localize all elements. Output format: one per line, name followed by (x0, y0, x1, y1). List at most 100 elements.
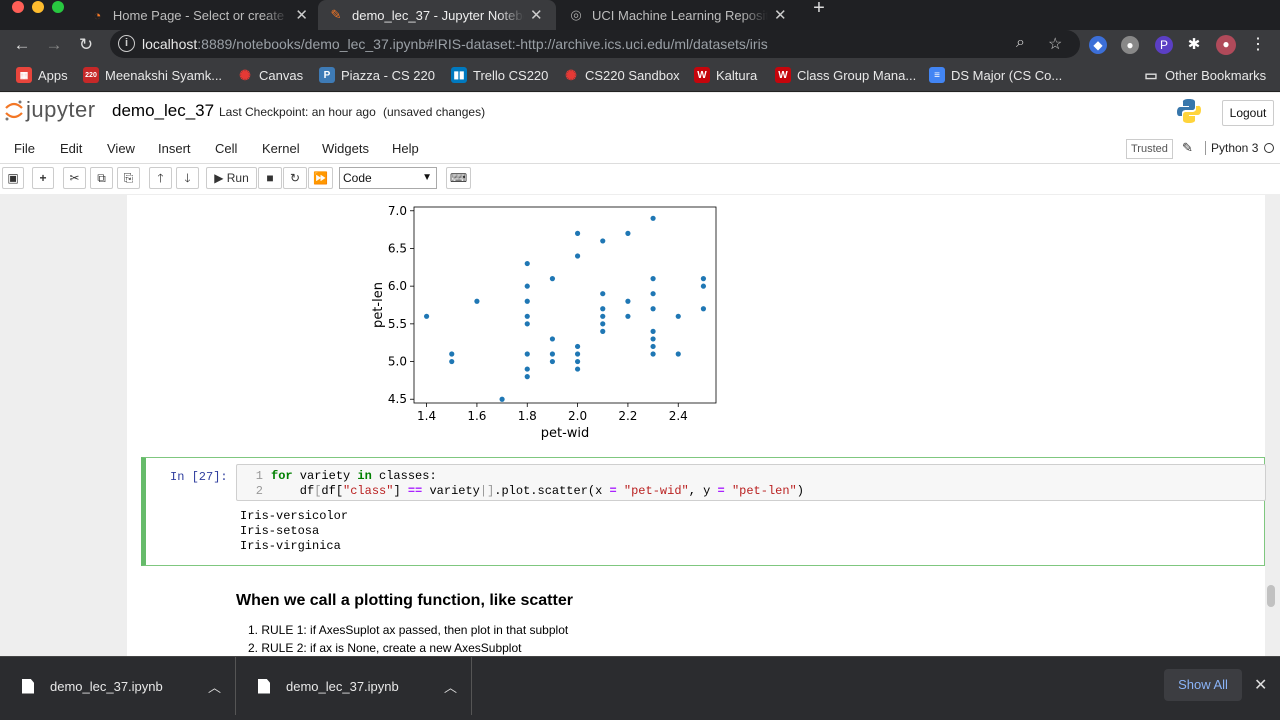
code-token: variety (422, 484, 480, 498)
tab-home-page[interactable]: ◔ Home Page - Select or create a ✕ (80, 0, 318, 30)
code-token: ) (796, 484, 804, 498)
extension-circle-icon[interactable]: ● (1121, 36, 1139, 54)
browser-menu-icon[interactable]: ⋮ (1250, 36, 1266, 53)
cut-cells-button[interactable]: ✂ (63, 167, 86, 189)
code-cell-selected[interactable]: In [27]: 1 2 for variety in classes: df[… (141, 457, 1266, 566)
close-window-button[interactable] (12, 1, 24, 13)
notebook-name[interactable]: demo_lec_37 (112, 101, 215, 120)
restart-run-all-button[interactable]: ⏩ (308, 167, 333, 189)
jupyter-favicon-icon: ◔ (93, 7, 102, 23)
page-scrollbar[interactable] (1267, 585, 1275, 607)
menu-view[interactable]: View (107, 141, 135, 156)
reload-icon[interactable]: ↻ (78, 35, 94, 54)
new-tab-button[interactable]: + (813, 0, 825, 19)
close-icon[interactable]: ✕ (1254, 677, 1268, 694)
code-editor[interactable]: 1 2 for variety in classes: df[df["class… (236, 464, 1266, 501)
bookmark-label: Piazza - CS 220 (341, 67, 435, 83)
chevron-up-icon[interactable]: ︿ (207, 680, 221, 695)
minimize-window-button[interactable] (32, 1, 44, 13)
notebook-toolbar: ▣ + ✂ ⧉ ⎘ 🡑 🡓 ▶ Run ■ ↻ ⏩ Code ▼ ⌨ (0, 164, 1280, 194)
zoom-window-button[interactable] (52, 1, 64, 13)
scatter-point (524, 283, 530, 289)
x-tick-label: 1.8 (518, 409, 537, 423)
logout-button[interactable]: Logout (1222, 100, 1274, 126)
copy-cells-button[interactable]: ⧉ (90, 167, 113, 189)
run-cell-button[interactable]: ▶ Run (206, 167, 257, 189)
menu-edit[interactable]: Edit (60, 141, 83, 156)
other-bookmarks-label: Other Bookmarks (1165, 67, 1267, 83)
code-token: ] (393, 484, 408, 498)
y-axis-ticks: 4.5 5.0 5.5 6.0 6.5 7.0 (388, 204, 414, 406)
bookmark-ds-major[interactable]: ≡ DS Major (CS Co... (929, 60, 1062, 90)
extension-p-icon[interactable]: P (1155, 36, 1173, 54)
cell-type-select[interactable]: Code ▼ (339, 167, 437, 189)
close-tab-icon[interactable]: ✕ (530, 7, 543, 24)
close-tab-icon[interactable]: ✕ (295, 7, 308, 24)
output-line: Iris-versicolor (240, 509, 349, 523)
play-icon: ▶ (214, 171, 227, 185)
bookmark-star-icon[interactable]: ☆ (1048, 36, 1063, 53)
bookmark-class-group[interactable]: W Class Group Mana... (775, 60, 916, 90)
operator-token: == (407, 484, 423, 498)
menu-file[interactable]: File (14, 141, 35, 156)
address-bar[interactable]: i localhost:8889/notebooks/demo_lec_37.i… (110, 30, 1080, 58)
uw-icon: W (775, 67, 791, 83)
site-info-icon[interactable]: i (118, 35, 135, 52)
menu-kernel[interactable]: Kernel (262, 141, 300, 156)
trusted-badge[interactable]: Trusted (1126, 139, 1173, 159)
extension-shield-icon[interactable]: ◆ (1089, 36, 1107, 54)
bookmark-trello[interactable]: ▮▮ Trello CS220 (451, 60, 548, 90)
close-tab-icon[interactable]: ✕ (774, 7, 787, 24)
menu-cell[interactable]: Cell (215, 141, 238, 156)
bookmark-cs220-sandbox[interactable]: ✺ CS220 Sandbox (563, 60, 680, 90)
paste-cells-button[interactable]: ⎘ (117, 167, 140, 189)
string-token: "class" (343, 484, 394, 498)
tab-uci-repository[interactable]: ◎ UCI Machine Learning Repository ✕ (558, 0, 798, 30)
url-text: localhost:8889/notebooks/demo_lec_37.ipy… (142, 36, 768, 52)
move-cell-down-button[interactable]: 🡓 (176, 167, 199, 189)
menu-insert[interactable]: Insert (158, 141, 191, 156)
interrupt-kernel-button[interactable]: ■ (258, 167, 282, 189)
chevron-up-icon[interactable]: ︿ (443, 680, 457, 695)
url-host: localhost (142, 36, 198, 52)
canvas-icon: ✺ (565, 66, 577, 83)
scatter-point (625, 230, 631, 236)
back-arrow-icon[interactable]: ← (13, 35, 31, 54)
save-button[interactable]: ▣ (2, 167, 24, 189)
input-prompt: In [27]: (170, 470, 228, 484)
restart-kernel-button[interactable]: ↻ (283, 167, 307, 189)
forward-arrow-icon[interactable]: → (45, 35, 63, 54)
bookmarks-bar: ▦ Apps 220 Meenakshi Syamk... ✺ Canvas P Pia… (0, 60, 1280, 92)
tab-demo-lec-37[interactable]: ✎ demo_lec_37 - Jupyter Notebook ✕ (318, 0, 556, 30)
bookmark-meenakshi[interactable]: 220 Meenakshi Syamk... (83, 60, 222, 90)
move-cell-up-button[interactable]: 🡑 (149, 167, 172, 189)
jupyter-wordmark: jupyter (26, 97, 96, 122)
profile-avatar[interactable]: ● (1216, 35, 1236, 55)
menu-help[interactable]: Help (392, 141, 419, 156)
scatter-point (524, 313, 530, 319)
scatter-point (650, 215, 656, 221)
edit-mode-pencil-icon: ✎ (1182, 140, 1193, 155)
bookmark-label: Apps (38, 67, 68, 83)
menu-widgets[interactable]: Widgets (322, 141, 369, 156)
zoom-search-icon[interactable]: ⌕ (1016, 34, 1025, 51)
scatter-point (574, 230, 581, 236)
insert-cell-below-button[interactable]: + (32, 167, 54, 189)
show-all-downloads-button[interactable]: Show All (1164, 669, 1242, 701)
other-bookmarks[interactable]: ▭ Other Bookmarks (1143, 60, 1266, 90)
chevron-down-icon: ▼ (422, 172, 432, 183)
extensions-puzzle-icon[interactable]: ✱ (1187, 36, 1201, 53)
command-palette-button[interactable]: ⌨ (446, 167, 471, 189)
download-item[interactable]: demo_lec_37.ipynb ︿ (0, 657, 236, 715)
bookmark-kaltura[interactable]: W Kaltura (694, 60, 757, 90)
file-icon (22, 678, 34, 694)
notebook-page[interactable]: 1.4 1.6 1.8 2.0 2.2 2.4 4.5 5.0 5.5 6.0 6.5 7.0 pe… (0, 195, 1280, 656)
bookmark-canvas[interactable]: ✺ Canvas (237, 60, 303, 90)
scatter-point (625, 298, 631, 304)
jupyter-logo[interactable]: jupyter (4, 97, 96, 123)
scatter-point (574, 351, 581, 357)
checkpoint-status: Last Checkpoint: an hour ago (219, 105, 376, 119)
bookmark-piazza[interactable]: P Piazza - CS 220 (319, 60, 435, 90)
download-item[interactable]: demo_lec_37.ipynb ︿ (236, 657, 472, 715)
bookmark-apps[interactable]: ▦ Apps (16, 60, 68, 90)
